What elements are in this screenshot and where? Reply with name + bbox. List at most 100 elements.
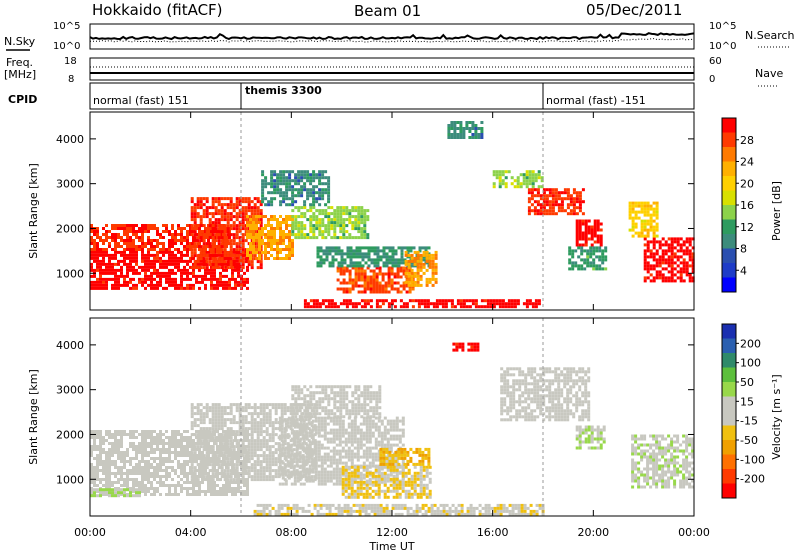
data-cell (563, 191, 567, 195)
data-cell (235, 215, 239, 219)
data-cell (308, 434, 312, 438)
data-cell (126, 274, 129, 278)
data-cell (634, 204, 638, 208)
data-cell (222, 250, 225, 254)
data-cell (354, 218, 358, 222)
data-cell (328, 252, 332, 256)
data-cell (373, 252, 377, 256)
data-cell (244, 421, 248, 425)
data-cell (569, 200, 573, 204)
data-cell (135, 245, 138, 248)
data-cell (93, 242, 96, 245)
data-cell (279, 200, 283, 204)
data-cell (229, 445, 233, 449)
data-cell (114, 460, 117, 463)
data-cell (321, 188, 325, 192)
data-cell (177, 475, 180, 478)
data-cell (321, 233, 325, 237)
data-cell (351, 236, 355, 240)
data-cell (168, 475, 171, 478)
data-cell (291, 185, 295, 189)
data-cell (174, 259, 177, 263)
data-cell (536, 194, 540, 198)
data-cell (462, 130, 466, 133)
data-cell (183, 451, 186, 454)
data-cell (655, 240, 659, 244)
data-cell (108, 448, 111, 451)
data-cell (174, 445, 177, 448)
data-cell (333, 305, 337, 309)
data-cell (168, 445, 171, 448)
data-cell (193, 451, 197, 455)
data-cell (235, 475, 239, 479)
data-cell (120, 268, 123, 272)
data-cell (126, 454, 129, 457)
data-cell (243, 472, 246, 475)
data-cell (312, 197, 316, 201)
data-cell (545, 188, 549, 192)
data-cell (126, 245, 129, 248)
data-cell (315, 302, 319, 306)
data-cell (293, 440, 297, 444)
data-cell (120, 227, 123, 230)
data-cell (165, 277, 168, 281)
data-cell (278, 449, 282, 453)
data-cell (425, 256, 429, 260)
data-cell (229, 203, 233, 207)
data-cell (225, 268, 228, 272)
data-cell (309, 179, 313, 183)
data-cell (244, 260, 248, 264)
data-cell (180, 274, 183, 278)
data-cell (525, 170, 529, 174)
data-cell (468, 299, 472, 303)
data-cell (581, 243, 585, 247)
data-cell (327, 188, 331, 192)
data-cell (202, 475, 206, 479)
data-cell (317, 443, 321, 447)
velocity-data (90, 342, 695, 516)
data-cell (217, 427, 221, 431)
data-cell (241, 218, 245, 222)
data-cell (253, 439, 257, 443)
data-cell (238, 412, 242, 416)
data-cell (126, 236, 129, 239)
data-cell (207, 277, 210, 281)
data-cell (232, 403, 236, 407)
data-cell (253, 242, 257, 246)
data-cell (290, 449, 294, 453)
data-cell (664, 249, 668, 253)
data-cell (456, 133, 460, 136)
data-cell (313, 403, 317, 407)
data-cell (557, 209, 561, 213)
data-cell (132, 227, 135, 230)
data-cell (156, 445, 159, 448)
data-cell (655, 273, 659, 277)
data-cell (220, 197, 224, 201)
data-cell (120, 265, 123, 269)
data-cell (303, 170, 307, 174)
data-cell (171, 280, 174, 284)
data-cell (296, 422, 300, 426)
data-cell (186, 268, 189, 272)
data-cell (566, 194, 570, 198)
data-cell (404, 250, 408, 254)
data-cell (196, 445, 200, 449)
data-cell (102, 242, 105, 245)
data-cell (229, 475, 233, 479)
data-cell (123, 460, 126, 463)
data-cell (114, 439, 117, 442)
data-cell (327, 206, 331, 210)
data-cell (382, 264, 386, 268)
data-cell (174, 472, 177, 475)
data-cell (387, 290, 391, 294)
data-cell (220, 445, 224, 449)
data-cell (306, 236, 310, 240)
data-cell (262, 478, 266, 482)
data-cell (229, 260, 233, 264)
data-cell (141, 457, 144, 460)
data-cell (162, 265, 165, 269)
data-cell (144, 230, 147, 233)
data-cell (237, 481, 240, 484)
data-cell (129, 445, 132, 448)
data-cell (407, 277, 411, 281)
